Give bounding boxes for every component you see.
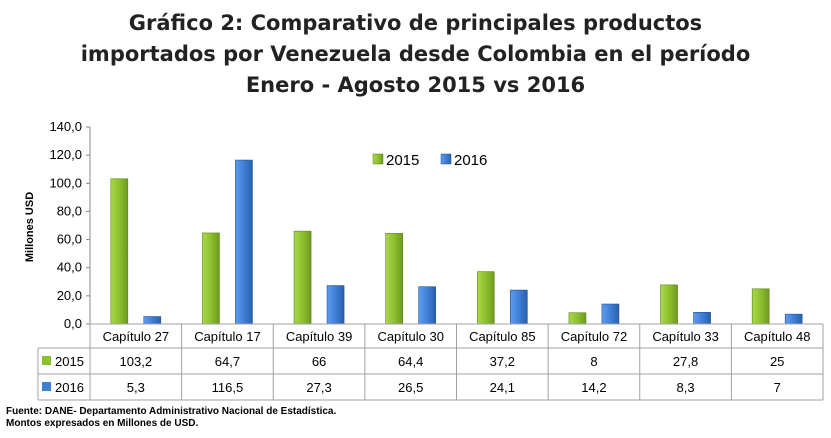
chart-title: Gráfico 2: Comparativo de principales pr… bbox=[0, 8, 831, 101]
bar-2016-6 bbox=[601, 303, 620, 325]
bar-2015-6 bbox=[568, 312, 587, 325]
table-cell: 64,7 bbox=[215, 354, 240, 369]
table-cell: 64,4 bbox=[398, 354, 423, 369]
table-cell: 27,8 bbox=[673, 354, 698, 369]
category-label: Capítulo 30 bbox=[377, 329, 444, 344]
table-cell: 5,3 bbox=[127, 380, 145, 395]
bar-2016-4 bbox=[418, 286, 436, 325]
category-label: Capítulo 17 bbox=[194, 329, 261, 344]
table-swatch-2015 bbox=[42, 356, 51, 365]
table-cell: 25 bbox=[770, 354, 784, 369]
category-label: Capítulo 27 bbox=[103, 329, 170, 344]
category-label: Capítulo 33 bbox=[652, 329, 719, 344]
table-cell: 37,2 bbox=[490, 354, 515, 369]
table-cell: 103,2 bbox=[120, 354, 153, 369]
source-line-1: Fuente: DANE- Departamento Administrativ… bbox=[6, 406, 337, 417]
bar-2015-8 bbox=[751, 288, 770, 325]
table-series-name: 2016 bbox=[55, 380, 84, 395]
table-series-name: 2015 bbox=[55, 354, 84, 369]
legend-swatch-2016 bbox=[440, 153, 452, 165]
bar-2016-8 bbox=[784, 313, 803, 325]
category-label: Capítulo 72 bbox=[561, 329, 628, 344]
y-tick-label: 20,0 bbox=[57, 288, 82, 303]
bars-group bbox=[110, 159, 803, 325]
y-tick-label: 60,0 bbox=[57, 232, 82, 247]
category-label: Capítulo 48 bbox=[744, 329, 811, 344]
title-line-1: Gráfico 2: Comparativo de principales pr… bbox=[128, 11, 703, 35]
bar-2016-2 bbox=[235, 159, 253, 325]
table-cell: 7 bbox=[774, 380, 781, 395]
table-cell: 26,5 bbox=[398, 380, 423, 395]
y-axis: 0,0 20,0 40,0 60,0 80,0 100,0 120,0 140,0 bbox=[49, 119, 91, 331]
bar-2016-1 bbox=[143, 316, 162, 325]
table-cell: 8 bbox=[590, 354, 597, 369]
category-label: Capítulo 85 bbox=[469, 329, 536, 344]
y-tick-label: 120,0 bbox=[49, 147, 82, 162]
table-cell: 14,2 bbox=[581, 380, 606, 395]
y-axis-label: Millones USD bbox=[24, 192, 36, 262]
bar-2015-1 bbox=[110, 178, 129, 325]
legend-swatch-2015 bbox=[372, 153, 384, 165]
bar-2015-2 bbox=[202, 232, 220, 325]
bar-2016-5 bbox=[510, 289, 528, 325]
y-tick-label: 100,0 bbox=[49, 175, 82, 190]
y-tick-label: 40,0 bbox=[57, 260, 82, 275]
bar-2015-5 bbox=[477, 271, 495, 325]
title-line-2: importados por Venezuela desde Colombia … bbox=[80, 42, 751, 66]
table-cell: 27,3 bbox=[306, 380, 331, 395]
bar-2016-7 bbox=[693, 312, 711, 325]
bar-2015-4 bbox=[385, 233, 403, 325]
category-label: Capítulo 39 bbox=[286, 329, 353, 344]
legend-label-2015: 2015 bbox=[386, 152, 419, 169]
source-note: Fuente: DANE- Departamento Administrativ… bbox=[6, 406, 336, 430]
legend-label-2016: 2016 bbox=[454, 152, 487, 169]
table-cell: 24,1 bbox=[490, 380, 515, 395]
bar-2015-3 bbox=[293, 230, 312, 325]
source-line-2: Montos expresados en Millones de USD. bbox=[6, 418, 199, 429]
y-tick-label: 140,0 bbox=[49, 119, 82, 134]
y-tick-label: 0,0 bbox=[64, 316, 82, 331]
legend: 2015 2016 bbox=[372, 152, 487, 169]
table-swatch-2016 bbox=[42, 382, 51, 391]
title-line-3: Enero - Agosto 2015 vs 2016 bbox=[245, 73, 586, 97]
bar-2015-7 bbox=[660, 284, 678, 325]
y-tick-label: 80,0 bbox=[57, 203, 82, 218]
table-cell: 116,5 bbox=[212, 380, 244, 395]
table-cell: 66 bbox=[312, 354, 326, 369]
table-cell: 8,3 bbox=[677, 380, 695, 395]
bar-2016-3 bbox=[326, 285, 345, 325]
data-table: Capítulo 27 Capítulo 17 Capítulo 39 Capítul… bbox=[37, 323, 824, 401]
